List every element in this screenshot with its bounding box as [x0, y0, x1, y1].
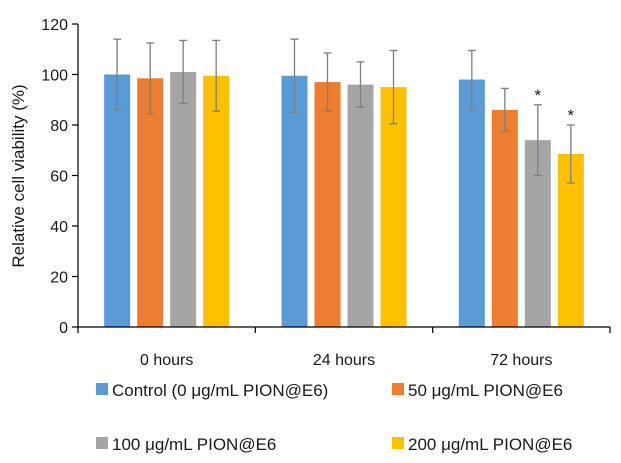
error-bar [113, 38, 122, 111]
bar [170, 71, 197, 327]
legend-item: 50 μg/mL PION@E6 [392, 381, 563, 400]
legend-item: 200 μg/mL PION@E6 [392, 435, 572, 454]
bars: ** [104, 38, 584, 327]
error-bar [323, 52, 332, 112]
legend-label: 200 μg/mL PION@E6 [408, 435, 572, 454]
error-bar [389, 49, 398, 125]
error-bar [566, 124, 575, 184]
legend-swatch [392, 383, 404, 395]
error-bar [146, 42, 155, 115]
bar [458, 79, 485, 327]
significance-marker: * [568, 106, 575, 125]
legend-swatch [392, 437, 404, 449]
error-bar [212, 39, 221, 112]
legend-label: Control (0 μg/mL PION@E6) [112, 381, 328, 400]
significance-marker: * [535, 86, 542, 105]
y-tick-label: 80 [50, 118, 68, 135]
x-category-label: 24 hours [313, 352, 375, 369]
y-tick-label: 0 [59, 320, 68, 337]
error-bar [500, 87, 509, 132]
bar [203, 75, 230, 327]
error-bar [179, 39, 188, 105]
y-axis: 0 20 40 60 80 100 120 [41, 17, 79, 337]
y-tick-label: 20 [50, 270, 68, 287]
y-axis-title: Relative cell viability (%) [9, 84, 28, 267]
y-tick-label: 100 [41, 68, 68, 85]
legend-label: 100 μg/mL PION@E6 [112, 435, 276, 454]
bar [104, 74, 131, 327]
bar [491, 109, 518, 327]
y-tick-label: 60 [50, 169, 68, 186]
legend-label: 50 μg/mL PION@E6 [408, 381, 563, 400]
y-tick-label: 40 [50, 219, 68, 236]
bar [314, 82, 341, 327]
x-category-label: 0 hours [140, 352, 193, 369]
legend-swatch [96, 383, 108, 395]
legend-item: 100 μg/mL PION@E6 [96, 435, 276, 454]
bar [137, 78, 164, 327]
x-axis: 0 hours 24 hours 72 hours [77, 326, 611, 369]
legend-swatch [96, 437, 108, 449]
error-bar [356, 61, 365, 108]
error-bar [533, 104, 542, 177]
bar [281, 75, 308, 327]
error-bar [290, 38, 299, 114]
legend: Control (0 μg/mL PION@E6) 50 μg/mL PION@E… [96, 381, 572, 454]
x-category-label: 72 hours [490, 352, 552, 369]
y-tick-label: 120 [41, 17, 68, 34]
legend-item: Control (0 μg/mL PION@E6) [96, 381, 328, 400]
error-bar [467, 49, 476, 110]
bar [380, 87, 407, 327]
bar [347, 84, 374, 327]
